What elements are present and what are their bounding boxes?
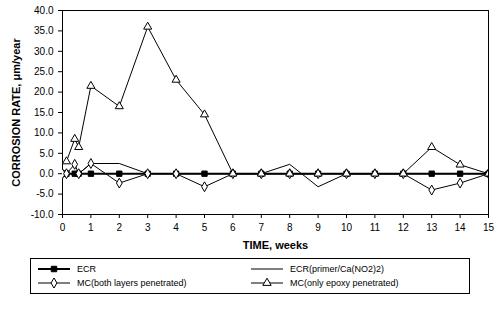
svg-text:40.0: 40.0 — [34, 5, 54, 16]
html-text:MC(both layers penetrated): MC(both layers penetrated) — [77, 278, 187, 288]
svg-text:TIME, weeks: TIME, weeks — [243, 239, 308, 251]
svg-text:9: 9 — [315, 222, 321, 233]
svg-text:3: 3 — [145, 222, 151, 233]
svg-text:11: 11 — [370, 222, 381, 233]
svg-text:6: 6 — [230, 222, 236, 233]
svg-text:30.0: 30.0 — [34, 46, 54, 57]
svg-text:-5.0: -5.0 — [36, 188, 54, 199]
svg-text:4: 4 — [173, 222, 179, 233]
svg-text:12: 12 — [398, 222, 410, 233]
svg-text:7: 7 — [259, 222, 265, 233]
html-text:ECR(primer/Ca(NO2)2): ECR(primer/Ca(NO2)2) — [290, 264, 384, 274]
html-text:ECR: ECR — [77, 264, 96, 274]
svg-text:8: 8 — [287, 222, 293, 233]
svg-text:2: 2 — [117, 222, 123, 233]
svg-text:13: 13 — [426, 222, 438, 233]
svg-text:20.0: 20.0 — [34, 86, 54, 97]
svg-text:15: 15 — [483, 222, 495, 233]
html-text:MC(only epoxy penetrated): MC(only epoxy penetrated) — [290, 278, 399, 288]
svg-text:0.0: 0.0 — [40, 168, 54, 179]
svg-text:10.0: 10.0 — [34, 127, 54, 138]
svg-text:5.0: 5.0 — [40, 148, 54, 159]
svg-text:0: 0 — [60, 222, 66, 233]
svg-text:15.0: 15.0 — [34, 107, 54, 118]
svg-text:10: 10 — [341, 222, 353, 233]
svg-text:-10.0: -10.0 — [31, 209, 54, 220]
svg-text:25.0: 25.0 — [34, 66, 54, 77]
svg-text:1: 1 — [88, 222, 94, 233]
svg-text:CORROSION RATE, μm/year: CORROSION RATE, μm/year — [10, 38, 22, 187]
svg-text:35.0: 35.0 — [34, 25, 54, 36]
svg-text:5: 5 — [202, 222, 208, 233]
svg-text:14: 14 — [455, 222, 467, 233]
